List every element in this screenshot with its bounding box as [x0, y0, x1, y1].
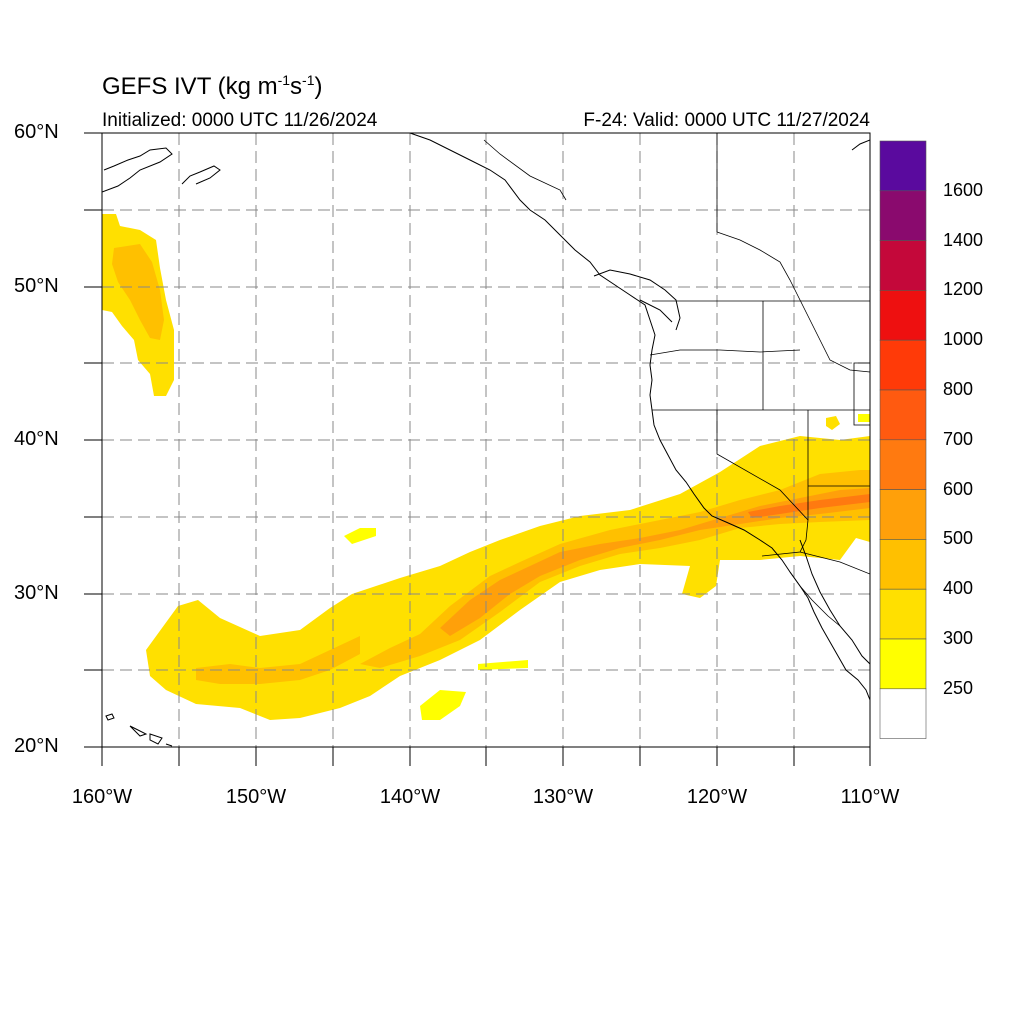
valid-time: F-24: Valid: 0000 UTC 11/27/2024 [583, 110, 870, 131]
ivt-ar-600 [748, 494, 870, 518]
colorbar-label: 1400 [943, 229, 984, 250]
colorbar-label: 250 [943, 677, 974, 698]
colorbar-label: 300 [943, 628, 974, 648]
colorbar-swatch [879, 389, 927, 441]
borders [483, 133, 870, 627]
colorbar-label: 1200 [943, 279, 984, 300]
lat-label-30n: 30°N [14, 582, 59, 604]
graticule [102, 133, 870, 747]
lon-label-110w: 110°W [840, 786, 900, 808]
ivt-plume-north-400 [112, 244, 164, 340]
colorbar-label: 400 [943, 578, 974, 599]
colorbar-swatch [879, 489, 927, 540]
ivt-ar-yellow-south2 [478, 660, 528, 670]
colorbar-swatch [879, 638, 927, 690]
colorbar-swatch [879, 588, 927, 640]
lat-label-20n: 20°N [14, 735, 59, 757]
colorbar-swatch [879, 439, 927, 490]
ivt-ar-yellow-south [420, 690, 466, 720]
coastlines [102, 133, 870, 747]
ivt-ar-west-400 [196, 636, 360, 684]
colorbar-swatch [879, 339, 927, 391]
colorbar-swatch [879, 290, 927, 341]
lat-label-40n: 40°N [14, 428, 59, 450]
colorbar-label: 800 [943, 379, 974, 399]
ivt-idaho-speck [826, 416, 840, 430]
lon-label-130w: 130°W [532, 786, 594, 808]
lon-label-150w: 150°W [225, 786, 287, 808]
map-title: GEFS IVT (kg m-1s-1) [102, 72, 323, 100]
colorbar-swatch [879, 240, 927, 291]
colorbar-label: 500 [943, 528, 974, 549]
colorbar-swatch [879, 190, 927, 241]
colorbar-label: 1600 [943, 179, 984, 200]
lon-label-160w: 160°W [71, 786, 133, 808]
colorbar-label: 600 [943, 478, 974, 499]
lat-label-60n: 60°N [14, 121, 59, 143]
lon-label-140w: 140°W [379, 786, 441, 808]
colorbar-swatch [879, 140, 927, 192]
axis-ticks [84, 132, 871, 766]
colorbar-swatch [879, 688, 927, 739]
lat-label-50n: 50°N [14, 275, 59, 297]
colorbar-label: 700 [943, 428, 974, 449]
ivt-ar-yellow-blob [344, 528, 376, 544]
initialized-time: Initialized: 0000 UTC 11/26/2024 [102, 110, 378, 131]
ivt-shading [102, 214, 870, 720]
colorbar [879, 140, 927, 739]
colorbar-swatch [879, 539, 927, 590]
colorbar-label: 1000 [943, 329, 984, 350]
lon-label-120w: 120°W [686, 786, 748, 808]
ivt-utah-speck [858, 414, 870, 422]
